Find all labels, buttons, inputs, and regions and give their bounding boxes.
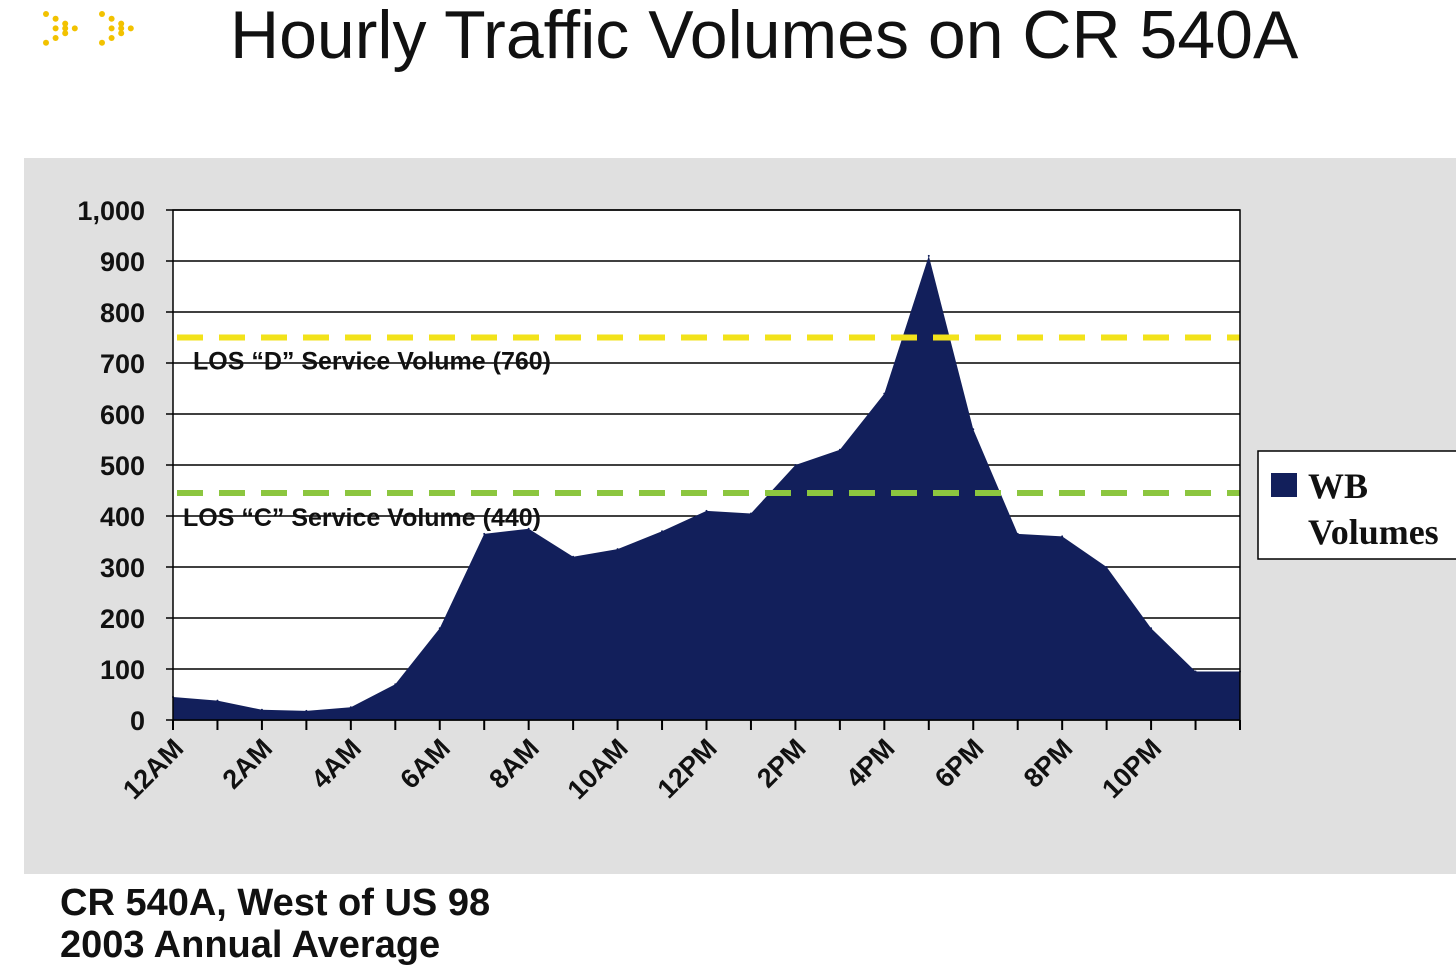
data-point [1194, 670, 1197, 673]
logo-dot [118, 30, 125, 37]
logo-dot [43, 39, 49, 46]
data-point [838, 448, 841, 451]
x-tick-label: 2AM [217, 733, 279, 795]
data-point [305, 709, 308, 712]
data-point [616, 548, 619, 551]
data-point [1105, 566, 1108, 568]
data-point [794, 464, 797, 466]
y-tick-label: 800 [100, 298, 145, 328]
area-series-wb-volumes [173, 255, 1240, 720]
data-point [438, 627, 441, 630]
double-chevron-dots-icon [43, 11, 134, 46]
x-tick-label: 6AM [394, 733, 456, 795]
logo-dot [127, 25, 134, 32]
logo-dot [52, 25, 59, 32]
logo-dot [62, 20, 69, 27]
slide-title: Hourly Traffic Volumes on CR 540A [230, 0, 1299, 73]
reference-line-label: LOS “C” Service Volume (440) [183, 504, 541, 532]
x-tick-label: 12AM [117, 733, 189, 805]
data-point [1150, 627, 1153, 630]
x-tick-label: 10AM [562, 733, 634, 805]
caption-period: 2003 Annual Average [60, 924, 441, 966]
logo-dot [43, 11, 49, 17]
y-tick-label: 1,000 [77, 196, 145, 226]
y-tick-label: 300 [100, 553, 145, 583]
logo-dot [52, 35, 59, 41]
y-tick-label: 700 [100, 349, 145, 379]
chart-caption: CR 540A, West of US 98 2003 Annual Avera… [60, 882, 490, 966]
logo-dot [71, 25, 78, 32]
caption-location: CR 540A, West of US 98 [60, 882, 491, 924]
logo-dot [108, 25, 115, 32]
logo-dot [62, 30, 69, 37]
x-tick-label: 10PM [1096, 733, 1167, 804]
data-point [883, 392, 886, 395]
logo-dot [108, 15, 115, 22]
legend-label: WB [1308, 466, 1368, 506]
data-point [572, 555, 575, 558]
reference-line-label: LOS “D” Service Volume (760) [193, 348, 551, 376]
data-point [1061, 535, 1064, 538]
y-tick-label: 100 [100, 655, 145, 685]
y-tick-label: 200 [100, 604, 145, 634]
y-tick-label: 900 [100, 247, 145, 277]
data-point [661, 530, 664, 533]
data-point [927, 254, 930, 257]
x-tick-label: 8PM [1018, 733, 1078, 793]
data-point [394, 683, 397, 686]
legend [1257, 450, 1456, 560]
y-tick-label: 600 [100, 400, 145, 430]
logo-dot [52, 15, 59, 22]
data-point [705, 509, 708, 512]
data-point [972, 428, 975, 431]
logo-dot [108, 35, 115, 41]
y-tick-label: 400 [100, 502, 145, 532]
area-chart: 0 100 200 300 400 500 600 700 800 900 1,000 LOS “D”… [77, 196, 1456, 805]
x-tick-label: 4AM [306, 733, 368, 795]
data-point [527, 527, 530, 530]
x-tick-label: 12PM [652, 733, 723, 804]
data-point [260, 708, 263, 711]
x-tick-label: 4PM [840, 733, 900, 793]
logo-dot [118, 25, 125, 32]
logo-dot [62, 25, 69, 32]
logo-dot [99, 11, 105, 17]
chart-panel: 0 100 200 300 400 500 600 700 800 900 1,000 LOS “D”… [24, 158, 1456, 874]
data-point [749, 512, 752, 515]
data-point [483, 532, 486, 535]
x-tick-label: 8AM [483, 733, 545, 795]
y-tick-label: 500 [100, 451, 145, 481]
y-tick-label: 0 [130, 706, 145, 736]
x-tick-label: 6PM [929, 733, 989, 793]
data-point [216, 699, 219, 702]
logo-dot [118, 20, 125, 27]
legend-label: Volumes [1308, 512, 1439, 552]
data-point [1016, 532, 1019, 535]
x-tick-label: 2PM [751, 733, 811, 793]
logo-dot [99, 39, 105, 46]
legend-swatch [1271, 473, 1297, 497]
data-point [349, 706, 352, 709]
